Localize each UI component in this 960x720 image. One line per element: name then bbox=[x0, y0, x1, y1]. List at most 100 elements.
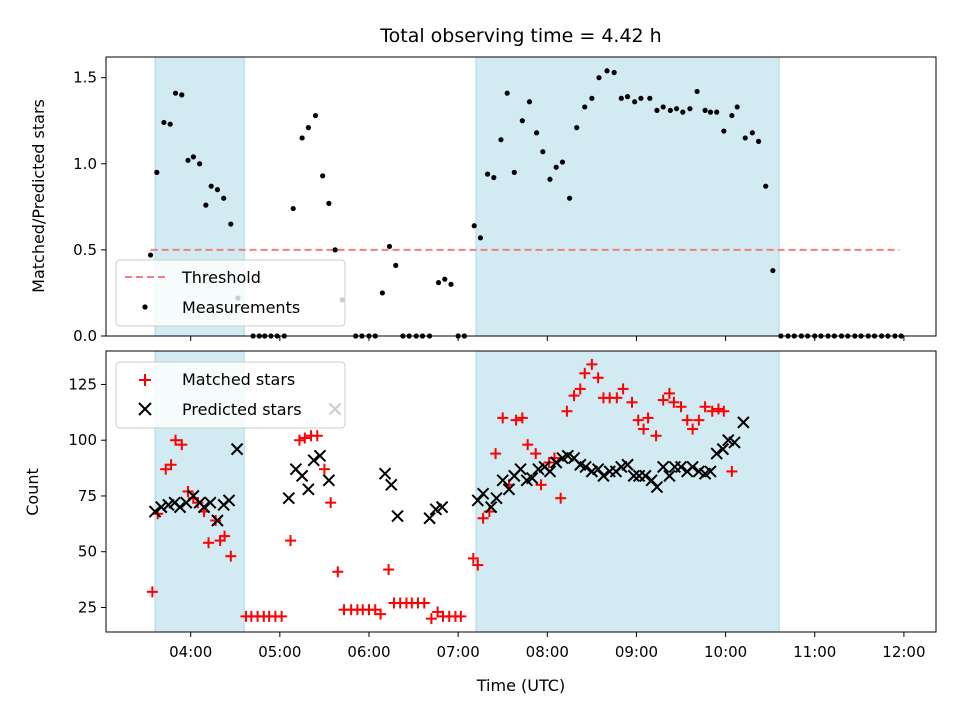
matched-star-point bbox=[579, 367, 591, 379]
bottom-y-tick-label: 25 bbox=[78, 598, 97, 616]
matched-star-point bbox=[418, 597, 430, 609]
measurement-point bbox=[185, 157, 191, 163]
matched-star-point bbox=[535, 479, 547, 491]
predicted-star-point bbox=[302, 483, 315, 496]
measurement-point bbox=[498, 137, 504, 143]
measurement-point bbox=[154, 169, 160, 175]
measurement-point bbox=[770, 267, 776, 274]
matched-star-point bbox=[276, 610, 288, 622]
matched-star-point bbox=[375, 608, 387, 620]
matched-star-point bbox=[693, 414, 705, 426]
top-y-tick-label: 0.5 bbox=[73, 241, 97, 259]
bottom-x-tick-label: 09:00 bbox=[615, 643, 658, 661]
matched-star-point bbox=[706, 405, 718, 417]
measurement-point bbox=[477, 235, 484, 241]
measurement-point bbox=[566, 195, 573, 201]
matched-star-point bbox=[650, 430, 662, 442]
measurement-point bbox=[624, 94, 631, 100]
matched-star-point bbox=[383, 564, 395, 576]
predicted-star-point bbox=[155, 500, 168, 514]
matched-star-point bbox=[668, 396, 680, 408]
matched-star-point bbox=[299, 432, 311, 444]
measurement-point bbox=[687, 106, 693, 112]
predicted-star-point bbox=[490, 491, 503, 505]
matched-star-point bbox=[592, 372, 604, 384]
measurement-point bbox=[290, 205, 296, 212]
bottom-y-tick-label: 100 bbox=[68, 431, 97, 449]
predicted-star-point bbox=[579, 460, 592, 474]
measurement-point bbox=[190, 154, 196, 160]
measurement-point bbox=[299, 135, 305, 141]
top-y-tick-label: 1.0 bbox=[73, 155, 97, 173]
matched-star-point bbox=[681, 414, 693, 426]
matched-star-point bbox=[530, 448, 542, 460]
bottom-shaded-intervals bbox=[154, 350, 780, 633]
bottom-y-axis-label: Count bbox=[23, 468, 42, 516]
matched-star-point bbox=[170, 434, 182, 446]
measurement-point bbox=[511, 169, 517, 175]
predicted-star-point bbox=[173, 500, 187, 514]
measurement-point bbox=[208, 183, 214, 189]
measurement-point bbox=[393, 262, 399, 268]
measurement-point bbox=[604, 68, 610, 74]
predicted-star-point bbox=[378, 467, 392, 480]
matched-star-point bbox=[675, 401, 687, 413]
measurement-point bbox=[742, 135, 748, 141]
bottom-y-tick-label: 75 bbox=[78, 487, 97, 505]
measurement-point bbox=[203, 202, 209, 208]
measurement-point bbox=[714, 109, 720, 115]
predicted-star-point bbox=[222, 494, 236, 507]
matched-star-point bbox=[712, 403, 724, 415]
measurement-point bbox=[386, 243, 393, 250]
measurement-point bbox=[680, 109, 686, 115]
measurement-point bbox=[526, 99, 533, 105]
measurement-point bbox=[519, 118, 525, 124]
matched-star-point bbox=[467, 552, 479, 564]
measurement-point bbox=[167, 121, 173, 127]
predicted-star-point bbox=[197, 500, 211, 514]
matched-star-point bbox=[332, 566, 344, 578]
predicted-star-point bbox=[476, 487, 490, 500]
predicted-star-point bbox=[391, 509, 404, 523]
predicted-star-point bbox=[674, 460, 688, 474]
measurement-point bbox=[442, 276, 448, 282]
measurement-point bbox=[312, 112, 319, 119]
matched-star-point bbox=[574, 383, 586, 395]
top-y-tick-label: 0.0 bbox=[73, 327, 97, 345]
legend-measurements-swatch bbox=[142, 304, 148, 310]
top-y-tick-label: 1.5 bbox=[73, 69, 97, 87]
matched-star-point bbox=[561, 405, 573, 417]
bottom-x-tick-label: 07:00 bbox=[437, 643, 480, 661]
measurement-point bbox=[647, 95, 653, 101]
matched-star-point bbox=[285, 535, 297, 547]
measurement-point bbox=[320, 173, 326, 179]
measurement-point bbox=[172, 90, 179, 96]
measurement-point bbox=[721, 128, 727, 134]
measurement-point bbox=[729, 112, 735, 119]
matched-star-point bbox=[699, 401, 711, 413]
predicted-star-point bbox=[204, 496, 217, 509]
measurement-point bbox=[161, 119, 167, 126]
matched-star-point bbox=[510, 414, 522, 426]
measurement-point bbox=[618, 95, 624, 101]
matched-star-point bbox=[497, 412, 509, 424]
top-plot-frame bbox=[105, 56, 937, 337]
predicted-star-point bbox=[543, 465, 557, 478]
matched-star-point bbox=[225, 550, 237, 562]
bottom-x-tick-label: 04:00 bbox=[169, 643, 212, 661]
measurement-point bbox=[559, 159, 566, 165]
predicted-star-point bbox=[435, 500, 449, 514]
matched-star-point bbox=[210, 514, 222, 526]
bottom-legend-box bbox=[115, 361, 346, 429]
bottom-x-tick-label: 05:00 bbox=[258, 643, 301, 661]
measurement-point bbox=[734, 104, 740, 110]
matched-star-point bbox=[516, 412, 528, 424]
measurement-point bbox=[694, 88, 700, 95]
matched-star-point bbox=[472, 559, 484, 571]
measurement-point bbox=[707, 109, 714, 115]
legend-matched-label: Matched stars bbox=[182, 370, 295, 389]
matched-star-point bbox=[555, 492, 567, 504]
predicted-star-point bbox=[728, 436, 741, 449]
bottom-x-axis-label: Time (UTC) bbox=[476, 676, 565, 695]
measurement-point bbox=[667, 107, 673, 113]
